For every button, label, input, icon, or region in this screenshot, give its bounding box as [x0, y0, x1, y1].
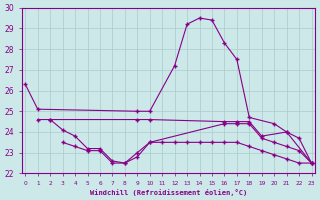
- X-axis label: Windchill (Refroidissement éolien,°C): Windchill (Refroidissement éolien,°C): [90, 189, 247, 196]
